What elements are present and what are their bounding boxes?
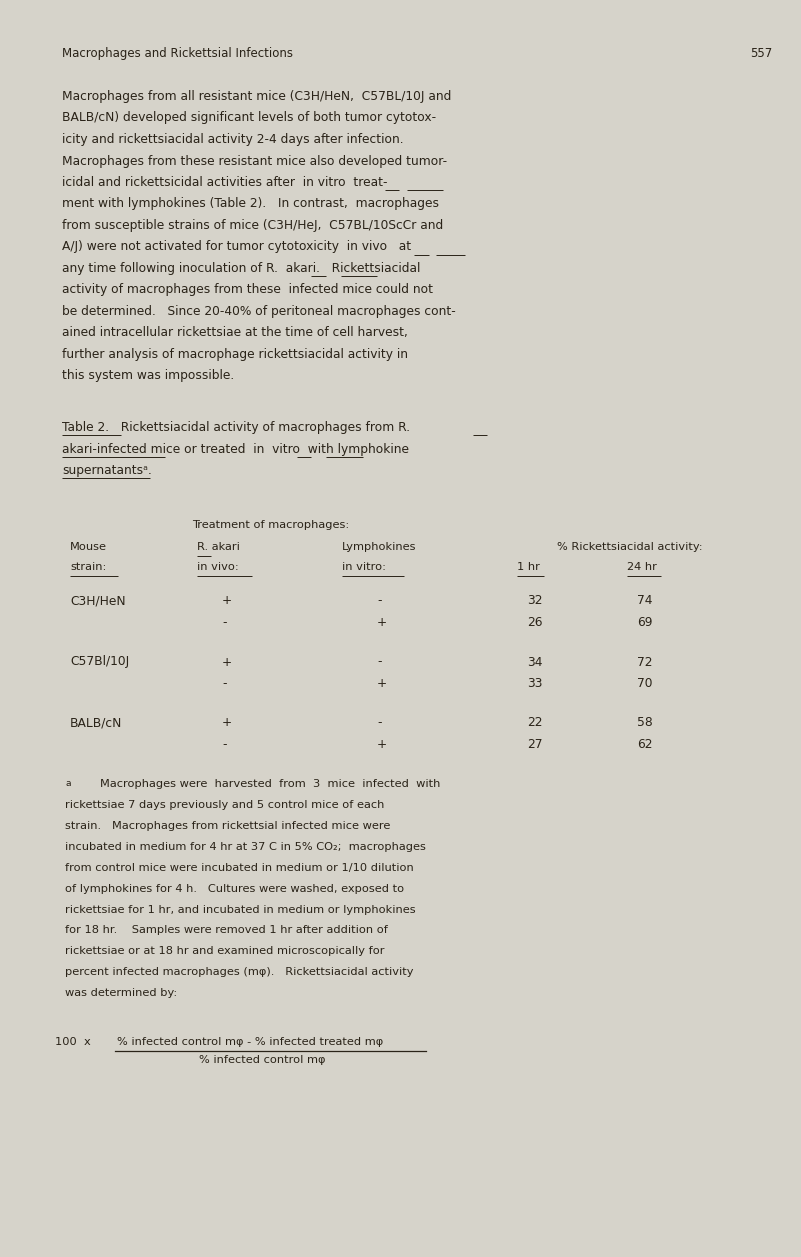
- Text: any time following inoculation of R.  akari.   Rickettsiacidal: any time following inoculation of R. aka…: [62, 261, 421, 275]
- Text: 62: 62: [637, 738, 653, 750]
- Text: +: +: [377, 738, 387, 750]
- Text: +: +: [377, 616, 387, 628]
- Text: rickettsiae or at 18 hr and examined microscopically for: rickettsiae or at 18 hr and examined mic…: [65, 947, 384, 957]
- Text: further analysis of macrophage rickettsiacidal activity in: further analysis of macrophage rickettsi…: [62, 348, 408, 361]
- Text: Macrophages from all resistant mice (C3H/HeN,  C57BL/10J and: Macrophages from all resistant mice (C3H…: [62, 91, 452, 103]
- Text: be determined.   Since 20-40% of peritoneal macrophages cont-: be determined. Since 20-40% of peritonea…: [62, 305, 456, 318]
- Text: % infected control mφ - % infected treated mφ: % infected control mφ - % infected treat…: [117, 1037, 383, 1047]
- Text: -: -: [377, 595, 381, 607]
- Text: 72: 72: [637, 655, 653, 669]
- Text: % infected control mφ: % infected control mφ: [199, 1055, 325, 1065]
- Text: Table 2.   Rickettsiacidal activity of macrophages from R.: Table 2. Rickettsiacidal activity of mac…: [62, 421, 410, 434]
- Text: BALB/cN) developed significant levels of both tumor cytotox-: BALB/cN) developed significant levels of…: [62, 112, 436, 124]
- Text: -: -: [222, 738, 227, 750]
- Text: Treatment of macrophages:: Treatment of macrophages:: [192, 520, 349, 530]
- Text: in vitro:: in vitro:: [342, 562, 386, 572]
- Text: a: a: [65, 779, 70, 788]
- Text: activity of macrophages from these  infected mice could not: activity of macrophages from these infec…: [62, 284, 433, 297]
- Text: -: -: [377, 716, 381, 729]
- Text: 58: 58: [637, 716, 653, 729]
- Text: 557: 557: [750, 47, 772, 60]
- Text: ment with lymphokines (Table 2).   In contrast,  macrophages: ment with lymphokines (Table 2). In cont…: [62, 197, 439, 210]
- Text: akari-infected mice or treated  in  vitro  with lymphokine: akari-infected mice or treated in vitro …: [62, 442, 409, 455]
- Text: for 18 hr.    Samples were removed 1 hr after addition of: for 18 hr. Samples were removed 1 hr aft…: [65, 925, 388, 935]
- Text: strain:: strain:: [70, 562, 107, 572]
- Text: 34: 34: [527, 655, 542, 669]
- Text: 32: 32: [527, 595, 542, 607]
- Text: +: +: [222, 716, 232, 729]
- Text: incubated in medium for 4 hr at 37 C in 5% CO₂;  macrophages: incubated in medium for 4 hr at 37 C in …: [65, 842, 426, 852]
- Text: rickettsiae for 1 hr, and incubated in medium or lymphokines: rickettsiae for 1 hr, and incubated in m…: [65, 905, 416, 915]
- Text: R. akari: R. akari: [197, 543, 239, 553]
- Text: from susceptible strains of mice (C3H/HeJ,  C57BL/10ScCr and: from susceptible strains of mice (C3H/He…: [62, 219, 443, 233]
- Text: % Rickettsiacidal activity:: % Rickettsiacidal activity:: [557, 543, 702, 553]
- Text: was determined by:: was determined by:: [65, 988, 177, 998]
- Text: icity and rickettsiacidal activity 2-4 days after infection.: icity and rickettsiacidal activity 2-4 d…: [62, 133, 404, 146]
- Text: 26: 26: [527, 616, 542, 628]
- Text: rickettsiae 7 days previously and 5 control mice of each: rickettsiae 7 days previously and 5 cont…: [65, 801, 384, 811]
- Text: A/J) were not activated for tumor cytotoxicity  in vivo   at: A/J) were not activated for tumor cytoto…: [62, 240, 411, 254]
- Text: 22: 22: [527, 716, 542, 729]
- Text: ained intracellular rickettsiae at the time of cell harvest,: ained intracellular rickettsiae at the t…: [62, 327, 408, 339]
- Text: 24 hr: 24 hr: [627, 562, 657, 572]
- Text: supernatantsᵃ.: supernatantsᵃ.: [62, 464, 152, 476]
- Text: of lymphokines for 4 h.   Cultures were washed, exposed to: of lymphokines for 4 h. Cultures were wa…: [65, 884, 405, 894]
- Text: icidal and rickettsicidal activities after  in vitro  treat-: icidal and rickettsicidal activities aft…: [62, 176, 388, 189]
- Text: in vivo:: in vivo:: [197, 562, 239, 572]
- Text: Lymphokines: Lymphokines: [342, 543, 417, 553]
- Text: from control mice were incubated in medium or 1/10 dilution: from control mice were incubated in medi…: [65, 862, 414, 872]
- Text: 27: 27: [527, 738, 542, 750]
- Text: Macrophages were  harvested  from  3  mice  infected  with: Macrophages were harvested from 3 mice i…: [100, 779, 441, 789]
- Text: -: -: [377, 655, 381, 669]
- Text: 1 hr: 1 hr: [517, 562, 540, 572]
- Text: +: +: [377, 678, 387, 690]
- Text: +: +: [222, 655, 232, 669]
- Text: +: +: [222, 595, 232, 607]
- Text: percent infected macrophages (mφ).   Rickettsiacidal activity: percent infected macrophages (mφ). Ricke…: [65, 967, 413, 977]
- Text: strain.   Macrophages from rickettsial infected mice were: strain. Macrophages from rickettsial inf…: [65, 821, 390, 831]
- Text: BALB/cN: BALB/cN: [70, 716, 123, 729]
- Text: Macrophages from these resistant mice also developed tumor-: Macrophages from these resistant mice al…: [62, 155, 447, 167]
- Text: Macrophages and Rickettsial Infections: Macrophages and Rickettsial Infections: [62, 47, 293, 60]
- Text: C3H/HeN: C3H/HeN: [70, 595, 126, 607]
- Text: 69: 69: [637, 616, 653, 628]
- Text: -: -: [222, 678, 227, 690]
- Text: C57Bl/10J: C57Bl/10J: [70, 655, 129, 669]
- Text: 70: 70: [637, 678, 653, 690]
- Text: 33: 33: [527, 678, 542, 690]
- Text: Mouse: Mouse: [70, 543, 107, 553]
- Text: -: -: [222, 616, 227, 628]
- Text: 100  x: 100 x: [55, 1037, 91, 1047]
- Text: this system was impossible.: this system was impossible.: [62, 370, 234, 382]
- Text: 74: 74: [637, 595, 653, 607]
